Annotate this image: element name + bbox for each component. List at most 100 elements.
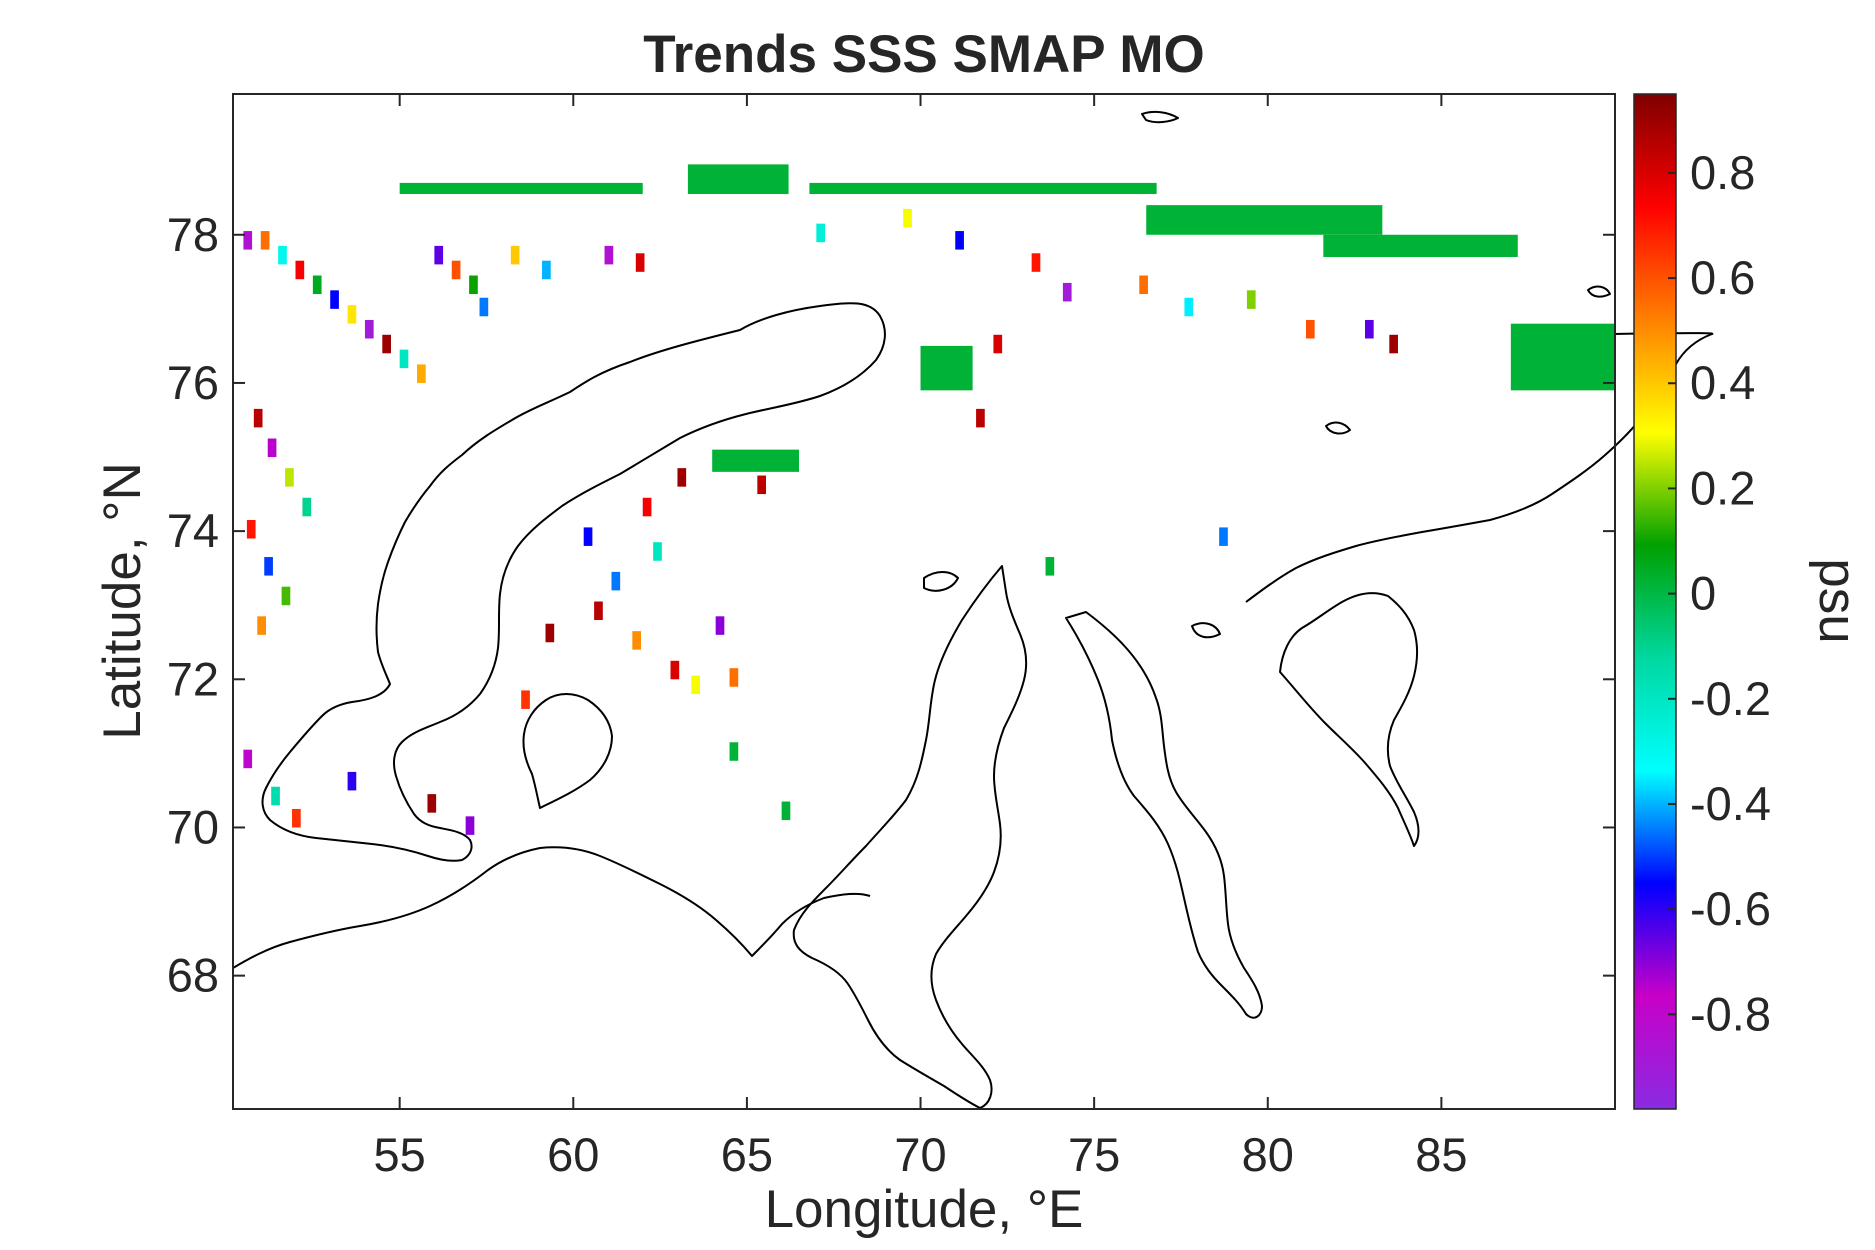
colorbar-tick-label: 0.6 xyxy=(1690,251,1755,304)
y-tick-label: 72 xyxy=(167,652,219,705)
trend-cell-18 xyxy=(302,497,312,517)
island-1 xyxy=(1141,110,1179,124)
trend-cell-29 xyxy=(510,245,520,265)
trend-cell-52 xyxy=(545,623,555,643)
trend-band-1 xyxy=(687,164,789,195)
trend-cell-44 xyxy=(594,601,603,621)
trend-band-3 xyxy=(1146,205,1383,235)
coastline-gydan xyxy=(1065,611,1263,1019)
trend-cell-6 xyxy=(347,305,357,324)
trend-cell-50 xyxy=(715,616,725,635)
x-tick-label: 65 xyxy=(721,1128,773,1181)
trend-cell-60 xyxy=(1219,527,1228,546)
y-tick-label: 76 xyxy=(167,356,219,409)
trend-cell-19 xyxy=(246,520,256,539)
trend-cell-14 xyxy=(479,297,489,317)
x-axis-label: Longitude, °E xyxy=(765,1180,1084,1239)
trend-cell-5 xyxy=(330,290,339,309)
trend-cell-12 xyxy=(451,260,461,280)
trend-cell-47 xyxy=(653,542,662,561)
trend-cell-63 xyxy=(781,801,791,821)
colorbar-tick-label: 0.8 xyxy=(1690,146,1755,199)
trend-cell-41 xyxy=(1305,319,1315,339)
trend-cell-27 xyxy=(427,794,437,813)
trend-cell-32 xyxy=(635,253,645,272)
trend-cell-4 xyxy=(312,275,322,295)
colorbar-tick-label: 0.4 xyxy=(1690,356,1755,409)
x-tick-label: 85 xyxy=(1415,1128,1467,1181)
trend-cell-10 xyxy=(417,364,426,383)
plot-background xyxy=(233,94,1615,1109)
trend-cell-48 xyxy=(670,660,680,680)
trend-band-0 xyxy=(399,182,643,195)
colorbar-gradient xyxy=(1633,93,1677,1110)
trend-cell-16 xyxy=(267,438,277,458)
trend-band-4 xyxy=(1323,234,1518,257)
colorbar-tick-label: -0.8 xyxy=(1690,987,1771,1040)
trend-cell-51 xyxy=(729,668,739,687)
trend-cell-3 xyxy=(295,260,305,280)
trend-cell-55 xyxy=(642,497,652,517)
colorbar: -0.8 -0.6 -0.4 -0.2 0 0.2 0.4 0.6 0.8 psu xyxy=(1633,93,1867,1110)
trend-band-5 xyxy=(1510,323,1615,391)
trend-cell-30 xyxy=(542,260,551,280)
trend-cell-45 xyxy=(611,571,621,591)
trend-cell-62 xyxy=(729,742,739,761)
trend-cell-61 xyxy=(1045,557,1055,576)
trend-cell-26 xyxy=(347,771,357,791)
trend-cell-21 xyxy=(281,586,291,606)
island-5 xyxy=(1191,622,1221,639)
y-axis: 68 70 72 74 76 78 xyxy=(167,208,1615,1002)
trend-cell-7 xyxy=(364,319,374,339)
y-tick-label: 68 xyxy=(167,949,219,1002)
colorbar-label: psu xyxy=(1808,558,1867,643)
colorbar-tick-label: -0.2 xyxy=(1690,672,1771,725)
trend-cell-8 xyxy=(382,334,391,354)
trend-cell-1 xyxy=(260,231,270,250)
trend-cell-9 xyxy=(399,349,409,369)
trend-cell-36 xyxy=(1031,253,1041,272)
trend-band-7 xyxy=(712,449,799,472)
trend-cell-33 xyxy=(816,223,826,243)
colorbar-tick-label: 0.2 xyxy=(1690,461,1755,514)
trend-cell-22 xyxy=(257,616,266,635)
trend-cell-2 xyxy=(278,245,287,265)
trend-band-2 xyxy=(809,182,1157,195)
coastline-mainland-west xyxy=(232,693,871,969)
trend-cell-11 xyxy=(434,245,444,265)
trend-cell-54 xyxy=(583,527,593,546)
y-tick-label: 70 xyxy=(167,800,219,853)
colorbar-tick-label: -0.4 xyxy=(1690,777,1771,830)
island-2 xyxy=(923,571,959,592)
colorbar-tick-label: 0 xyxy=(1690,567,1716,620)
trend-cell-46 xyxy=(632,631,642,650)
coastlines xyxy=(232,110,1714,1109)
coastline-yamal xyxy=(792,565,1028,1109)
trend-cell-57 xyxy=(757,475,767,495)
y-axis-label: Latitude, °N xyxy=(93,462,152,740)
trend-cell-38 xyxy=(1139,275,1148,295)
colorbar-ticks: -0.8 -0.6 -0.4 -0.2 0 0.2 0.4 0.6 0.8 xyxy=(1668,146,1771,1040)
x-tick-label: 75 xyxy=(1068,1128,1120,1181)
y-tick-label: 74 xyxy=(167,504,219,557)
x-tick-label: 70 xyxy=(894,1128,946,1181)
y-tick-label: 78 xyxy=(167,208,219,261)
trend-cell-56 xyxy=(677,468,687,487)
trend-cell-15 xyxy=(253,408,263,428)
trend-cell-58 xyxy=(976,408,985,428)
trend-cell-42 xyxy=(1364,319,1374,339)
plot-frame xyxy=(232,93,1616,1110)
trend-cell-25 xyxy=(292,808,301,828)
colorbar-tick-label: -0.6 xyxy=(1690,882,1771,935)
island-3 xyxy=(1325,421,1351,435)
trend-cell-17 xyxy=(285,468,294,487)
coastline-taimyr xyxy=(1245,332,1714,847)
x-axis: 55 60 65 70 75 80 85 xyxy=(374,94,1468,1181)
trend-cell-35 xyxy=(955,231,964,250)
trend-cell-40 xyxy=(1246,290,1256,309)
trend-cell-13 xyxy=(469,275,478,295)
island-4 xyxy=(1587,285,1611,298)
chart-title: Trends SSS SMAP MO xyxy=(643,25,1205,84)
trend-cell-28 xyxy=(465,816,475,835)
